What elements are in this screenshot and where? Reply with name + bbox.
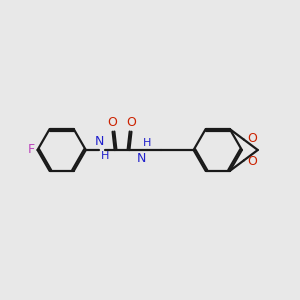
Text: H: H xyxy=(142,138,151,148)
Text: N: N xyxy=(137,152,146,165)
Text: O: O xyxy=(108,116,118,129)
Text: F: F xyxy=(28,143,35,157)
Text: N: N xyxy=(95,135,104,148)
Text: H: H xyxy=(100,151,109,160)
Text: O: O xyxy=(248,132,257,145)
Text: O: O xyxy=(248,155,257,168)
Text: O: O xyxy=(127,116,136,129)
